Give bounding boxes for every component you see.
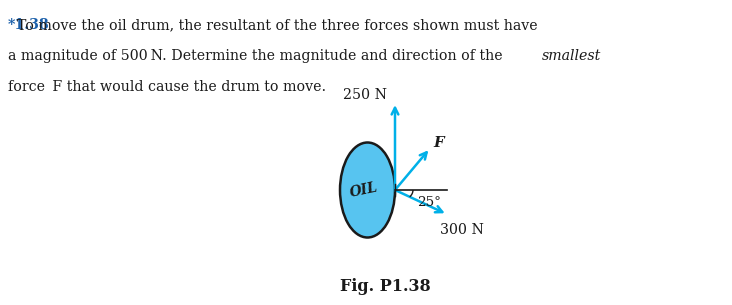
- Text: 300 N: 300 N: [440, 223, 484, 237]
- Ellipse shape: [340, 142, 395, 238]
- Text: 250 N: 250 N: [343, 88, 387, 102]
- Text: F: F: [433, 136, 444, 150]
- Text: OIL: OIL: [348, 180, 379, 200]
- Text: a magnitude of 500 N. Determine the magnitude and direction of the: a magnitude of 500 N. Determine the magn…: [8, 49, 507, 63]
- Text: *1.38: *1.38: [8, 18, 50, 32]
- Text: smallest: smallest: [542, 49, 601, 63]
- Text: To move the oil drum, the resultant of the three forces shown must have: To move the oil drum, the resultant of t…: [8, 18, 537, 32]
- Text: 25°: 25°: [417, 196, 441, 209]
- Text: Fig. P1.38: Fig. P1.38: [340, 278, 430, 295]
- Text: force  F that would cause the drum to move.: force F that would cause the drum to mov…: [8, 80, 326, 94]
